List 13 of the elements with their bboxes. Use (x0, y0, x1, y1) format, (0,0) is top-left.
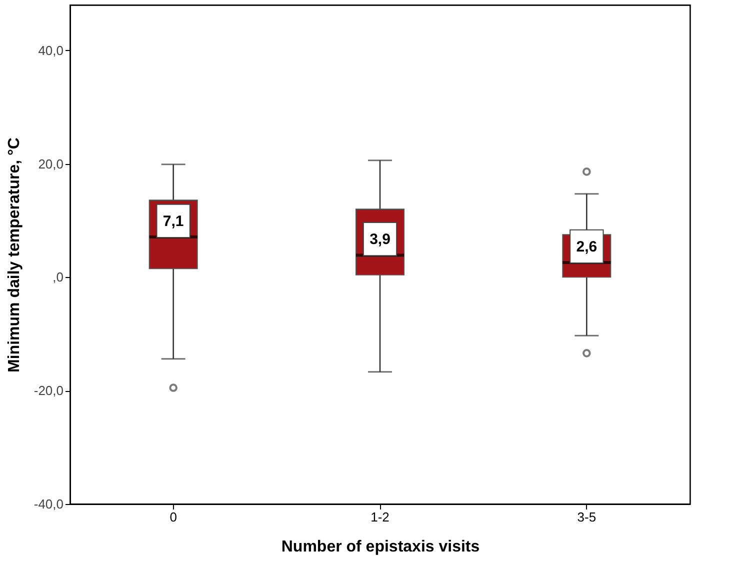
x-tick-label: 3-5 (577, 510, 596, 524)
x-axis-title: Number of epistaxis visits (281, 538, 480, 556)
x-tick-label: 0 (170, 510, 177, 524)
text: 7,1 (162, 212, 184, 230)
y-axis-title: Minimum daily temperature, °C (6, 137, 23, 372)
y-tick-label: 20,0 (38, 156, 64, 172)
y-tick-label: ,0 (52, 270, 64, 285)
y-tick-label: -40,0 (34, 496, 64, 512)
x-tick-label: 1-2 (370, 510, 390, 524)
y-tick-label: -20,0 (34, 383, 64, 398)
text: 3,9 (370, 231, 390, 248)
y-tick-label: 40,0 (38, 42, 64, 58)
text: 2,6 (576, 238, 598, 256)
